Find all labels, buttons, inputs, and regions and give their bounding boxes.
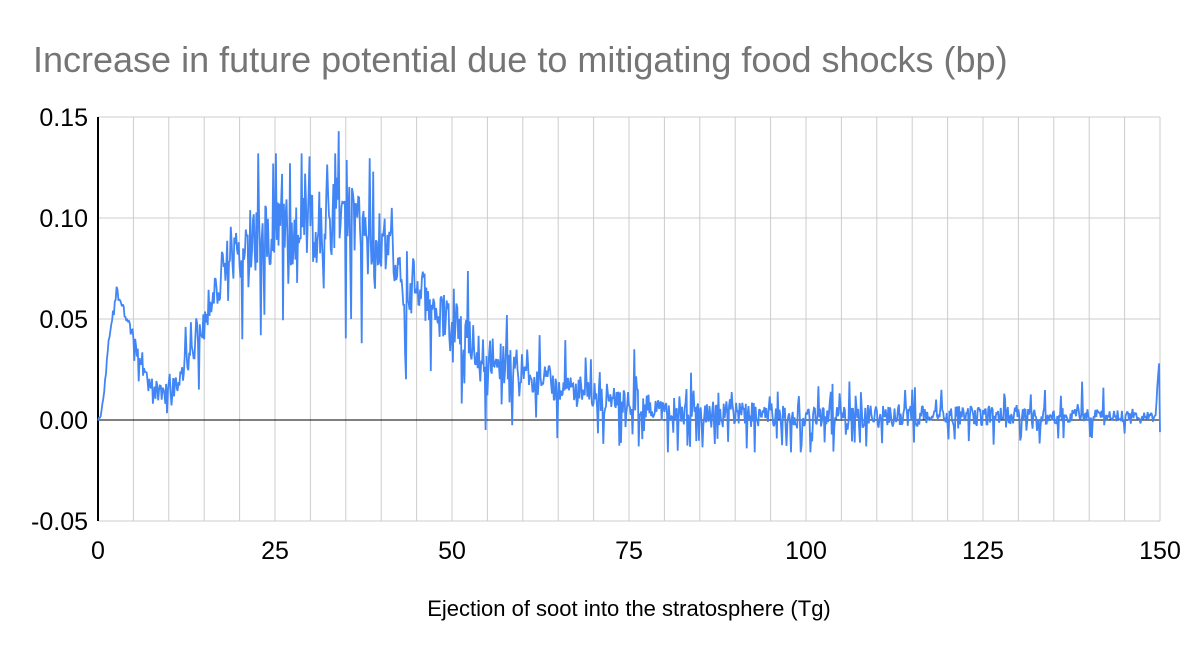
y-tick-label: 0.00: [39, 407, 88, 435]
y-tick-label: -0.05: [31, 508, 88, 536]
x-tick-label: 150: [1139, 537, 1181, 565]
y-tick-label: 0.05: [39, 306, 88, 334]
chart-title: Increase in future potential due to miti…: [33, 39, 1008, 80]
data-series-line: [97, 131, 1161, 453]
x-axis-title: Ejection of soot into the stratosphere (…: [427, 596, 831, 621]
x-tick-label: 100: [785, 537, 827, 565]
x-tick-label: 0: [91, 537, 105, 565]
x-tick-label: 50: [438, 537, 466, 565]
x-tick-label: 75: [615, 537, 643, 565]
y-tick-label: 0.15: [39, 104, 88, 132]
x-tick-label: 25: [261, 537, 289, 565]
x-tick-label: 125: [962, 537, 1004, 565]
y-tick-label: 0.10: [39, 205, 88, 233]
